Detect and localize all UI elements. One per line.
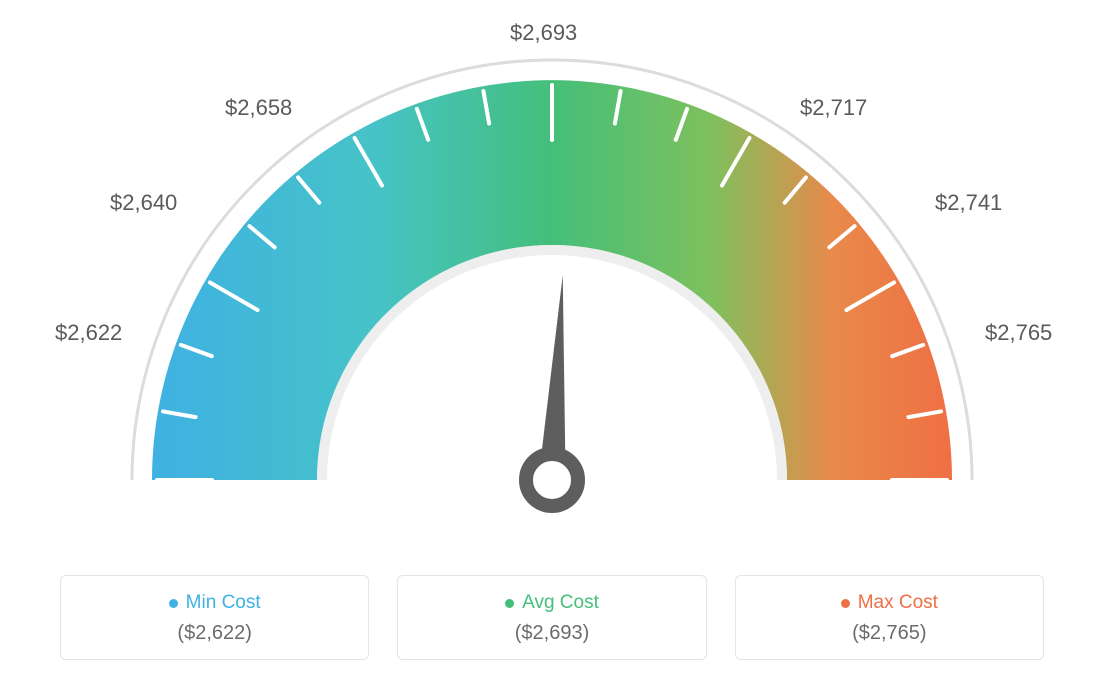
legend-value-avg: ($2,693): [410, 622, 693, 645]
legend-value-max: ($2,765): [748, 622, 1031, 645]
legend-title-max: Max Cost: [841, 592, 938, 614]
gauge-scale-label: $2,717: [800, 95, 867, 121]
legend-card-avg: Avg Cost ($2,693): [397, 575, 706, 660]
legend-title-avg: Avg Cost: [505, 592, 599, 614]
dot-icon-min: [169, 599, 178, 608]
dot-icon-max: [841, 599, 850, 608]
cost-gauge-container: $2,622 $2,640 $2,658 $2,693 $2,717 $2,741 $2,7…: [0, 0, 1104, 690]
gauge-scale-label: $2,640: [110, 190, 177, 216]
legend-label-min: Min Cost: [186, 592, 261, 614]
legend-title-min: Min Cost: [169, 592, 261, 614]
gauge-area: $2,622 $2,640 $2,658 $2,693 $2,717 $2,741 $2,7…: [0, 0, 1104, 560]
gauge-scale-label: $2,765: [985, 320, 1052, 346]
gauge-scale-label: $2,741: [935, 190, 1002, 216]
legend-card-max: Max Cost ($2,765): [735, 575, 1044, 660]
legend-card-min: Min Cost ($2,622): [60, 575, 369, 660]
gauge-scale-label: $2,658: [225, 95, 292, 121]
legend-label-avg: Avg Cost: [522, 592, 599, 614]
gauge-scale-label: $2,622: [55, 320, 122, 346]
gauge-svg: [0, 0, 1104, 560]
dot-icon-avg: [505, 599, 514, 608]
legend-value-min: ($2,622): [73, 622, 356, 645]
gauge-scale-label: $2,693: [510, 20, 577, 46]
legend-row: Min Cost ($2,622) Avg Cost ($2,693) Max …: [60, 575, 1044, 660]
legend-label-max: Max Cost: [858, 592, 938, 614]
